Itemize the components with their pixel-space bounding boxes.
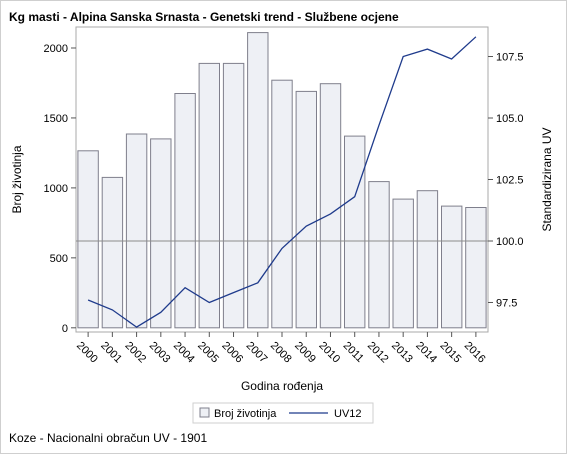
y2-tick-label: 107.5 [496, 52, 524, 64]
y-tick-label: 1000 [44, 183, 68, 195]
x-tick-label: 2013 [389, 340, 415, 366]
x-tick-label: 2007 [244, 340, 270, 366]
y2-tick-label: 97.5 [496, 297, 517, 309]
x-tick-label: 2000 [74, 340, 100, 366]
bar [77, 150, 99, 329]
legend-label-bar: Broj životinja [214, 408, 277, 420]
x-tick-label: 2012 [365, 340, 391, 366]
y-tick-label: 0 [62, 323, 68, 335]
bar [295, 90, 318, 329]
line-uv12 [87, 36, 477, 328]
x-tick-label: 2006 [219, 340, 245, 366]
legend-box [192, 402, 374, 424]
x-tick-label: 2010 [316, 340, 342, 366]
y2-tick-label: 102.5 [496, 175, 524, 187]
x-tick-label: 2009 [292, 340, 318, 366]
x-tick-label: 2004 [171, 340, 197, 366]
bar [271, 79, 293, 329]
x-tick-label: 2016 [462, 340, 488, 366]
bar [150, 138, 172, 329]
bar [198, 62, 221, 329]
bar [247, 32, 269, 329]
bar [392, 198, 414, 329]
y-tick-label: 2000 [44, 43, 68, 55]
x-tick-label: 2008 [268, 340, 294, 366]
x-tick-label: 2014 [413, 340, 439, 366]
legend-label-line: UV12 [334, 408, 362, 420]
bar [465, 207, 487, 329]
chart-title: Kg masti - Alpina Sanska Srnasta - Genet… [9, 10, 399, 24]
y2-tick-label: 105.0 [496, 113, 524, 125]
x-tick-label: 2015 [438, 340, 464, 366]
bar [319, 83, 342, 329]
x-tick-label: 2011 [341, 340, 366, 365]
bar [416, 190, 439, 329]
bar [441, 205, 463, 329]
legend-swatch-bar [199, 407, 210, 418]
y-axis-title: Broj životinja [10, 145, 24, 213]
bar [344, 135, 366, 329]
bar [368, 181, 390, 329]
y2-axis-title: Standardizirana UV [540, 127, 554, 231]
bar [125, 133, 148, 329]
x-tick-label: 2001 [98, 340, 124, 366]
bar [222, 62, 245, 329]
bar [174, 93, 196, 329]
x-tick-label: 2003 [147, 340, 173, 366]
x-tick-label: 2005 [195, 340, 221, 366]
x-axis-title: Godina rođenja [241, 379, 323, 393]
y-tick-label: 1500 [44, 113, 68, 125]
chart-footnote: Koze - Nacionalni obračun UV - 1901 [9, 431, 208, 445]
x-tick-label: 2002 [122, 340, 148, 366]
bar [101, 176, 124, 329]
y2-tick-label: 100.0 [496, 236, 524, 248]
y-tick-label: 500 [50, 253, 68, 265]
